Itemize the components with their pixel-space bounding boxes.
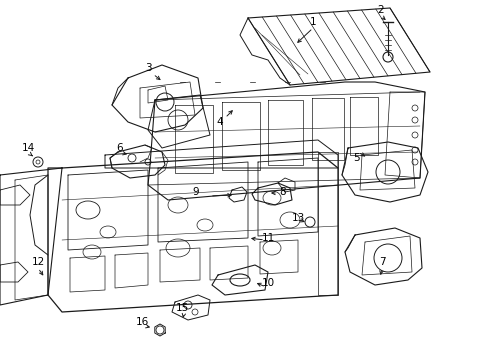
Text: 8: 8	[279, 187, 286, 197]
Text: 1: 1	[309, 17, 316, 27]
Text: 6: 6	[117, 143, 123, 153]
Text: 10: 10	[261, 278, 274, 288]
Text: 12: 12	[31, 257, 44, 267]
Text: 11: 11	[261, 233, 274, 243]
Text: 9: 9	[192, 187, 199, 197]
Text: 3: 3	[144, 63, 151, 73]
Text: 13: 13	[291, 213, 304, 223]
Text: 4: 4	[216, 117, 223, 127]
Text: 14: 14	[21, 143, 35, 153]
Text: 7: 7	[378, 257, 385, 267]
Text: 15: 15	[175, 303, 188, 313]
Text: 2: 2	[377, 5, 384, 15]
Text: 16: 16	[135, 317, 148, 327]
Text: 5: 5	[352, 153, 359, 163]
